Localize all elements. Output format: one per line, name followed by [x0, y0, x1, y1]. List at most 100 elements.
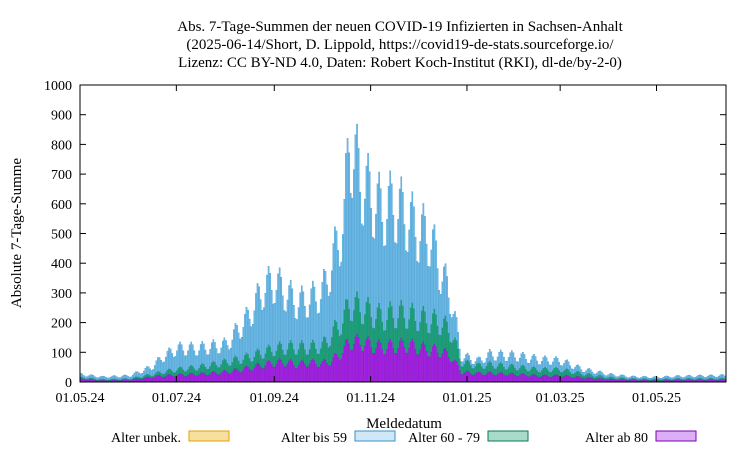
bar-segment: [206, 368, 208, 376]
bar-segment: [583, 375, 586, 379]
bar-segment: [542, 357, 545, 369]
bar-segment: [662, 379, 665, 381]
bar-segment: [326, 284, 328, 344]
bar-segment: [575, 365, 578, 372]
bar-segment: [313, 342, 316, 361]
bar-segment: [567, 361, 570, 370]
bar-segment: [563, 370, 565, 377]
bar-segment: [550, 372, 553, 378]
bar-segment: [664, 376, 666, 379]
bar-segment: [449, 314, 452, 342]
bar-segment: [360, 350, 363, 383]
bar-segment: [699, 377, 701, 380]
bar-segment: [580, 373, 583, 378]
bar-segment: [329, 345, 331, 366]
bar-segment: [342, 234, 344, 324]
bar-segment: [406, 352, 409, 383]
bar-segment: [530, 359, 532, 370]
bar-segment: [210, 371, 213, 383]
bar-segment: [386, 219, 388, 321]
bar-segment: [282, 363, 284, 383]
bar-segment: [375, 318, 377, 349]
y-tick-label: 1000: [44, 79, 72, 94]
bar-segment: [402, 191, 404, 307]
bar-segment: [392, 318, 395, 349]
bar-segment: [318, 366, 320, 383]
bar-segment: [360, 323, 363, 352]
bar-segment: [378, 171, 380, 304]
bar-segment: [542, 368, 545, 376]
bar-segment: [435, 240, 437, 315]
bar-segment: [476, 357, 478, 364]
bar-segment: [161, 362, 164, 375]
bar-segment: [351, 349, 354, 383]
bar-segment: [493, 375, 496, 383]
bar-segment: [234, 323, 237, 356]
bar-segment: [580, 377, 583, 383]
bar-segment: [689, 378, 692, 380]
bar-segment: [520, 365, 523, 375]
bar-segment: [632, 378, 635, 380]
bar-segment: [556, 358, 559, 369]
bar-segment: [236, 356, 238, 369]
bar-segment: [419, 241, 422, 323]
bar-segment: [577, 370, 579, 377]
bar-segment: [583, 372, 586, 376]
x-axis: 01.05.24 01.07.24 01.09.24 01.11.24 01.01.25…: [56, 85, 681, 406]
bar-segment: [534, 367, 537, 376]
bar-segment: [416, 330, 418, 355]
bar-segment: [686, 378, 688, 380]
bar-segment: [488, 361, 491, 372]
bar-segment: [204, 366, 207, 375]
bar-segment: [324, 359, 327, 383]
bar-segment: [525, 375, 527, 383]
bar-segment: [315, 348, 317, 365]
bar-segment: [169, 348, 172, 370]
bar-segment: [356, 333, 358, 383]
bar-segment: [335, 321, 338, 355]
bar-segment: [462, 361, 464, 367]
bar-segment: [195, 370, 197, 377]
bar-segment: [223, 370, 226, 383]
bar-segment: [694, 379, 696, 381]
bar-segment: [158, 371, 161, 376]
bar-segment: [100, 376, 102, 380]
bar-segment: [136, 376, 139, 379]
bar-segment: [360, 223, 363, 325]
bar-segment: [263, 368, 265, 383]
bar-segment: [473, 364, 475, 369]
bar-segment: [231, 371, 234, 383]
bar-segment: [419, 321, 422, 351]
bar-segment: [209, 373, 211, 383]
bar-segment: [244, 354, 246, 368]
bar-segment: [555, 374, 557, 383]
bar-segment: [604, 375, 606, 379]
bar-segment: [100, 378, 102, 381]
bar-segment: [128, 376, 131, 380]
bar-segment: [530, 369, 532, 376]
bar-segment: [289, 340, 292, 360]
bar-segment: [539, 364, 542, 373]
bar-segment: [304, 349, 306, 365]
bar-segment: [577, 376, 579, 383]
bar-segment: [511, 363, 513, 373]
bar-segment: [300, 359, 303, 383]
bar-segment: [236, 368, 238, 383]
bar-segment: [168, 368, 170, 375]
bar-segment: [432, 346, 434, 383]
bar-segment: [408, 229, 410, 320]
bar-segment: [490, 362, 493, 373]
bar-segment: [405, 250, 407, 329]
bar-segment: [485, 365, 488, 375]
bar-segment: [133, 377, 136, 380]
bar-segment: [372, 352, 374, 383]
bar-segment: [240, 363, 243, 373]
bar-segment: [548, 364, 551, 373]
bar-segment: [545, 368, 548, 376]
bar-segment: [220, 347, 223, 365]
bar-segment: [201, 363, 204, 373]
bar-segment: [168, 347, 170, 369]
bar-segment: [602, 373, 605, 378]
bar-segment: [234, 355, 237, 369]
bar-segment: [245, 365, 248, 383]
